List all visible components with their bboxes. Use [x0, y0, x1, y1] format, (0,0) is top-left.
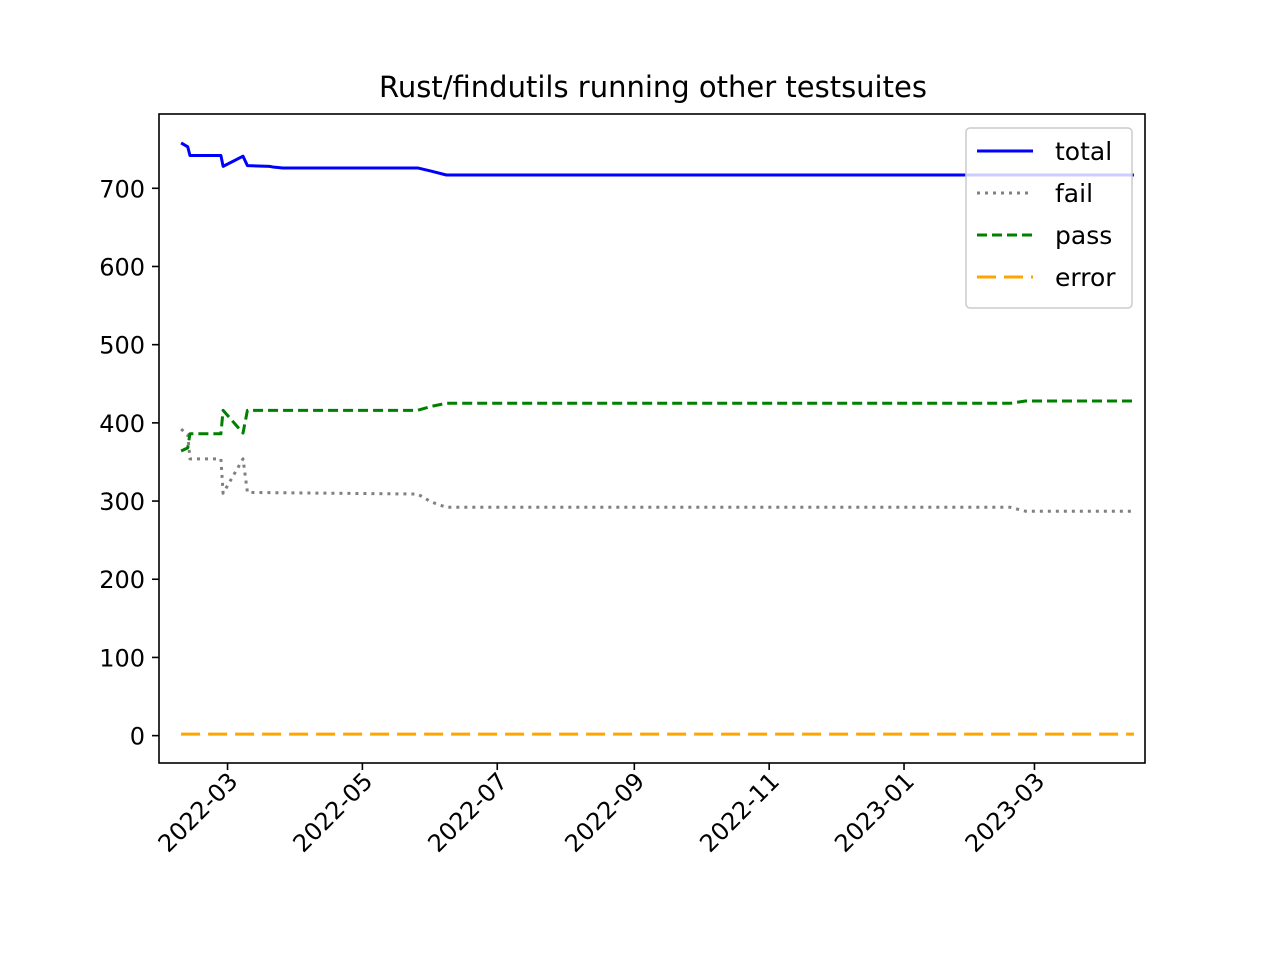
x-tick-label: 2022-03: [153, 767, 244, 858]
series-layer: [180, 141, 1134, 736]
legend: total fail pass error: [965, 127, 1133, 309]
plot-area-frame: [158, 113, 1146, 764]
y-tick-label: 700: [99, 175, 145, 203]
x-tick-label: 2023-01: [829, 767, 920, 858]
y-tick-label: 0: [130, 723, 145, 751]
legend-box: [965, 127, 1133, 309]
y-axis: 0 100 200 300 400 500 600 700: [99, 175, 159, 751]
y-tick-label: 100: [99, 644, 145, 672]
legend-label-fail: fail: [1055, 179, 1093, 208]
series-line-pass: [180, 399, 1134, 453]
y-tick-label: 300: [99, 488, 145, 516]
legend-label-pass: pass: [1055, 221, 1112, 250]
y-tick-label: 400: [99, 410, 145, 438]
series-line-total: [180, 141, 1134, 177]
y-tick-label: 500: [99, 332, 145, 360]
legend-label-error: error: [1055, 263, 1116, 292]
legend-label-total: total: [1055, 137, 1112, 166]
y-tick-label: 200: [99, 566, 145, 594]
x-tick-label: 2022-05: [288, 767, 379, 858]
x-tick-label: 2022-11: [694, 767, 785, 858]
y-tick-label: 600: [99, 253, 145, 281]
x-tick-label: 2022-07: [422, 767, 513, 858]
series-line-fail: [180, 427, 1134, 513]
x-tick-label: 2023-03: [960, 767, 1051, 858]
x-axis: 2022-03 2022-05 2022-07 2022-09 2022-11 2023-…: [153, 763, 1051, 858]
x-tick-label: 2022-09: [560, 767, 651, 858]
chart-title: Rust/findutils running other testsuites: [379, 70, 927, 104]
